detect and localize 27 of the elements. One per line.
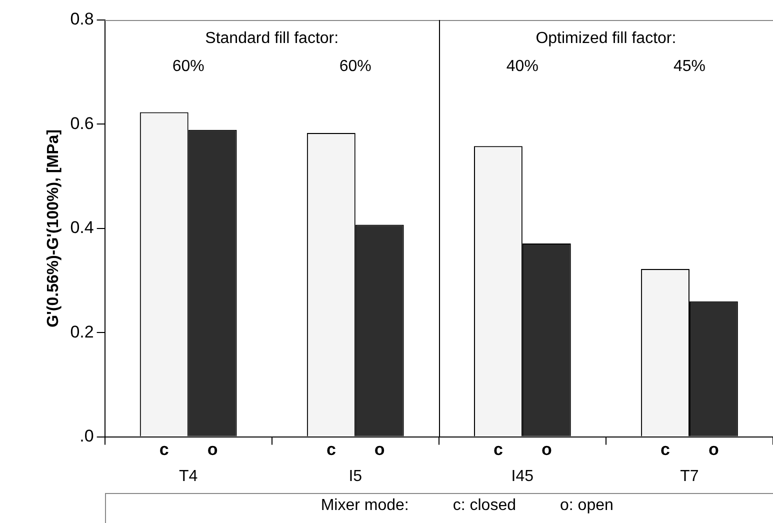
- series-label: c: [159, 440, 169, 459]
- y-tick-label: 0.4: [70, 218, 94, 238]
- y-tick-label: 0.6: [70, 114, 94, 133]
- text: c: [493, 440, 503, 459]
- text: o: [708, 440, 719, 459]
- annotation: 40%: [506, 58, 538, 76]
- y-axis-title: G'(0.56%)-G'(100%), [MPa]: [45, 129, 62, 328]
- annotation: 60%: [339, 58, 372, 76]
- x-tick-label: T4: [179, 468, 198, 485]
- annotation: Optimized fill factor:: [536, 30, 676, 48]
- x-tick-label: I5: [348, 468, 362, 485]
- y-tick-label: 0.2: [70, 322, 94, 342]
- x-tick-label: I45: [511, 468, 534, 485]
- text: o: [374, 440, 385, 459]
- y-tick-label: 0.8: [70, 10, 94, 29]
- series-label: o: [207, 440, 218, 459]
- annotation: 45%: [673, 58, 706, 76]
- annotation: Standard fill factor:: [205, 30, 339, 48]
- text: o: open: [560, 496, 614, 516]
- text: o: [541, 440, 552, 459]
- text: c: [660, 440, 670, 459]
- annotation: 60%: [172, 58, 204, 76]
- legend-title: Mixer mode:: [320, 496, 409, 516]
- text: c: [326, 440, 336, 459]
- text: c: closed: [452, 496, 516, 516]
- x-tick-label: T7: [680, 468, 699, 485]
- y-tick-label: .0: [80, 426, 94, 446]
